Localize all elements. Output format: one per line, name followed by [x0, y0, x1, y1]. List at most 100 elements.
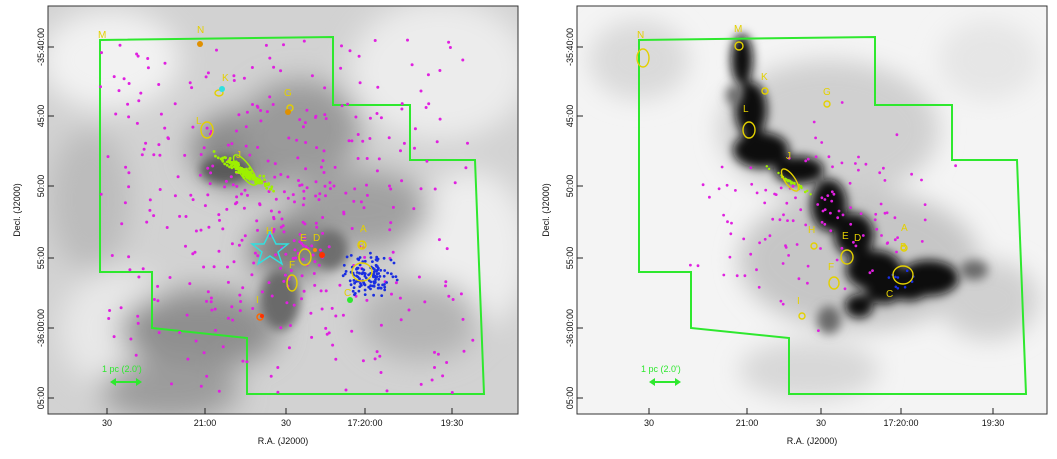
source-marker — [417, 275, 421, 279]
source-marker — [786, 219, 789, 223]
source-marker — [173, 102, 177, 106]
source-marker — [757, 285, 761, 289]
source-marker — [342, 210, 346, 214]
source-marker — [191, 252, 195, 256]
left-y-tick: -36:00:00 — [36, 309, 46, 347]
source-marker — [268, 56, 272, 60]
source-marker — [386, 271, 389, 275]
source-marker — [271, 103, 275, 106]
source-marker — [896, 276, 900, 279]
left-y-tick-labels: -35:40:00 45:00 50:00 55:00 -36:00:00 05… — [36, 28, 46, 409]
source-marker — [214, 154, 217, 158]
right-x-tick: 30 — [816, 418, 826, 428]
source-marker — [183, 153, 187, 157]
source-marker — [231, 183, 235, 187]
source-marker — [244, 175, 248, 179]
source-marker — [799, 185, 803, 188]
left-label-g: G — [284, 88, 292, 99]
source-marker — [301, 203, 305, 207]
source-marker — [375, 275, 379, 279]
source-marker — [188, 81, 192, 85]
source-marker — [168, 276, 172, 279]
source-marker — [235, 201, 239, 204]
source-marker — [191, 125, 195, 129]
source-marker — [232, 260, 236, 264]
source-marker — [836, 216, 840, 220]
source-marker — [725, 183, 729, 187]
left-grayscale-image — [48, 6, 518, 414]
source-marker — [203, 204, 207, 208]
source-marker — [879, 202, 883, 206]
source-marker — [820, 220, 824, 224]
left-x-tick: 21:00 — [194, 418, 217, 428]
source-marker — [400, 107, 404, 111]
right-x-tick: 19:30 — [982, 418, 1005, 428]
source-marker — [413, 127, 417, 131]
source-marker — [136, 314, 140, 318]
source-marker — [311, 253, 315, 257]
source-marker — [875, 227, 879, 231]
source-marker — [461, 317, 465, 321]
source-marker — [755, 268, 758, 272]
source-marker — [361, 139, 365, 143]
source-marker — [234, 170, 238, 174]
source-marker — [235, 184, 239, 188]
source-marker — [419, 89, 423, 93]
source-marker — [212, 150, 216, 153]
source-marker — [282, 43, 285, 47]
source-marker — [365, 157, 369, 160]
source-marker — [206, 193, 210, 197]
source-marker — [276, 366, 280, 369]
source-marker — [148, 208, 152, 212]
source-marker — [347, 139, 351, 143]
source-marker — [352, 286, 356, 289]
source-marker — [244, 125, 248, 129]
source-marker — [377, 283, 380, 287]
source-marker — [720, 165, 724, 169]
source-marker — [369, 287, 372, 291]
source-marker — [400, 179, 404, 183]
source-marker — [128, 268, 132, 272]
source-marker — [353, 293, 356, 296]
source-marker — [806, 281, 809, 285]
source-marker — [264, 43, 268, 47]
source-marker — [198, 173, 202, 177]
source-marker — [305, 108, 309, 112]
source-marker — [438, 69, 442, 72]
source-marker — [134, 353, 138, 357]
left-label-m: M — [98, 30, 106, 41]
source-marker — [379, 268, 383, 272]
right-x-axis-label: R.A. (J2000) — [787, 436, 838, 446]
source-marker — [146, 57, 150, 60]
source-marker — [126, 102, 130, 106]
source-marker — [717, 187, 721, 191]
source-marker — [388, 184, 391, 188]
source-marker — [279, 173, 283, 176]
source-marker — [293, 248, 297, 252]
source-marker — [447, 40, 451, 44]
source-marker — [356, 257, 360, 261]
source-marker — [243, 234, 247, 238]
source-marker — [367, 273, 370, 277]
source-marker — [358, 263, 362, 267]
source-marker — [295, 138, 299, 142]
source-marker — [207, 225, 211, 229]
source-marker — [258, 203, 262, 207]
source-marker — [334, 314, 338, 318]
source-marker — [108, 309, 112, 312]
source-marker — [117, 89, 121, 93]
source-marker — [373, 357, 377, 361]
source-marker — [241, 286, 245, 290]
source-marker — [874, 212, 878, 216]
source-marker — [378, 275, 382, 278]
source-marker — [152, 153, 156, 157]
source-marker — [215, 48, 218, 52]
source-marker — [361, 260, 365, 263]
source-marker — [358, 256, 362, 259]
source-marker — [205, 299, 208, 303]
source-marker — [239, 300, 243, 303]
source-marker — [427, 102, 431, 106]
source-marker — [352, 279, 356, 282]
source-marker — [317, 198, 321, 202]
source-marker — [312, 272, 316, 275]
